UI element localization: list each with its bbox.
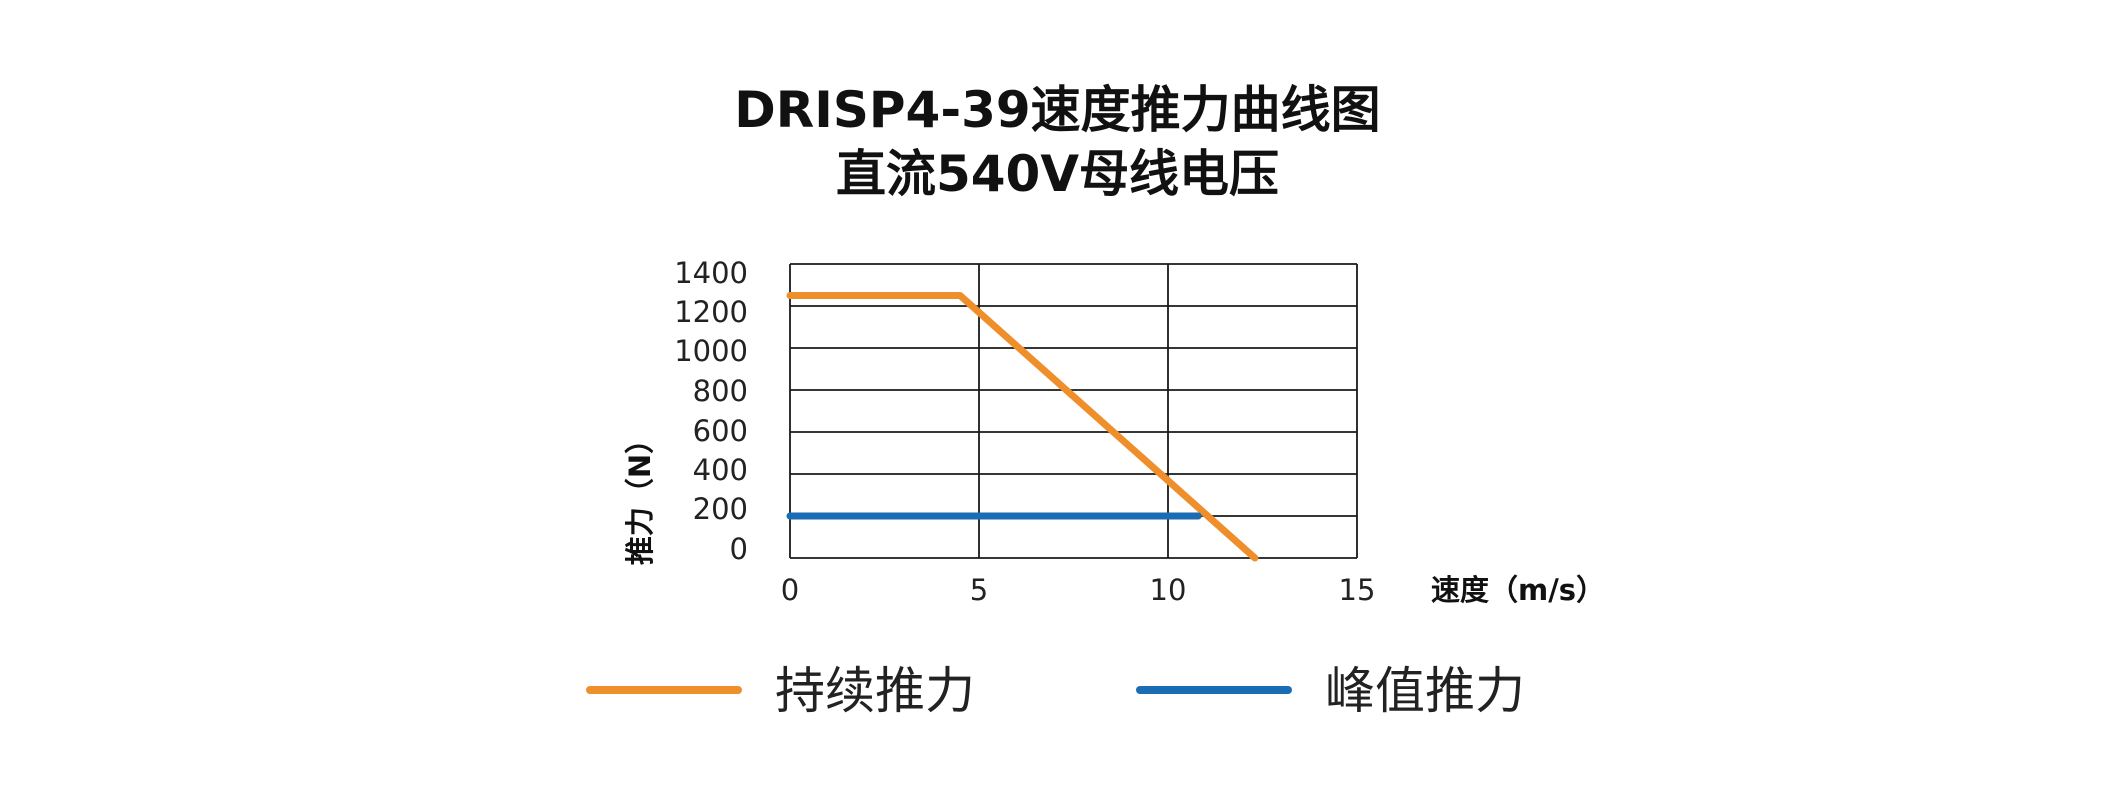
chart-title: DRISP4-39速度推力曲线图 <box>734 81 1381 139</box>
legend: 持续推力 峰值推力 <box>586 662 1525 720</box>
y-axis-label: 推力（N） <box>623 425 657 565</box>
x-tick-label: 15 <box>1339 573 1376 607</box>
x-tick-label: 10 <box>1150 573 1187 607</box>
y-tick-label: 0 <box>730 532 748 566</box>
y-tick-label: 1400 <box>674 256 748 290</box>
series-line-1 <box>786 292 1259 562</box>
x-tick-label: 5 <box>970 573 988 607</box>
y-tick-label: 400 <box>693 453 748 487</box>
y-tick-label: 1000 <box>674 334 748 368</box>
x-axis-label: 速度（m/s） <box>1431 573 1605 607</box>
legend-label: 持续推力 <box>775 662 975 720</box>
series-lines <box>786 292 1259 562</box>
y-tick-label: 1200 <box>674 295 748 329</box>
chart-subtitle: 直流540V母线电压 <box>835 145 1280 203</box>
x-tick-label: 0 <box>781 573 799 607</box>
legend-label: 峰值推力 <box>1325 662 1525 720</box>
y-tick-label: 200 <box>693 492 748 526</box>
y-axis-ticks: 1400 1200 1000 800 600 400 200 0 <box>674 256 748 566</box>
y-tick-label: 800 <box>693 374 748 408</box>
y-tick-label: 600 <box>693 414 748 448</box>
x-axis-ticks: 0 5 10 15 <box>781 573 1376 607</box>
grid <box>789 263 1358 559</box>
